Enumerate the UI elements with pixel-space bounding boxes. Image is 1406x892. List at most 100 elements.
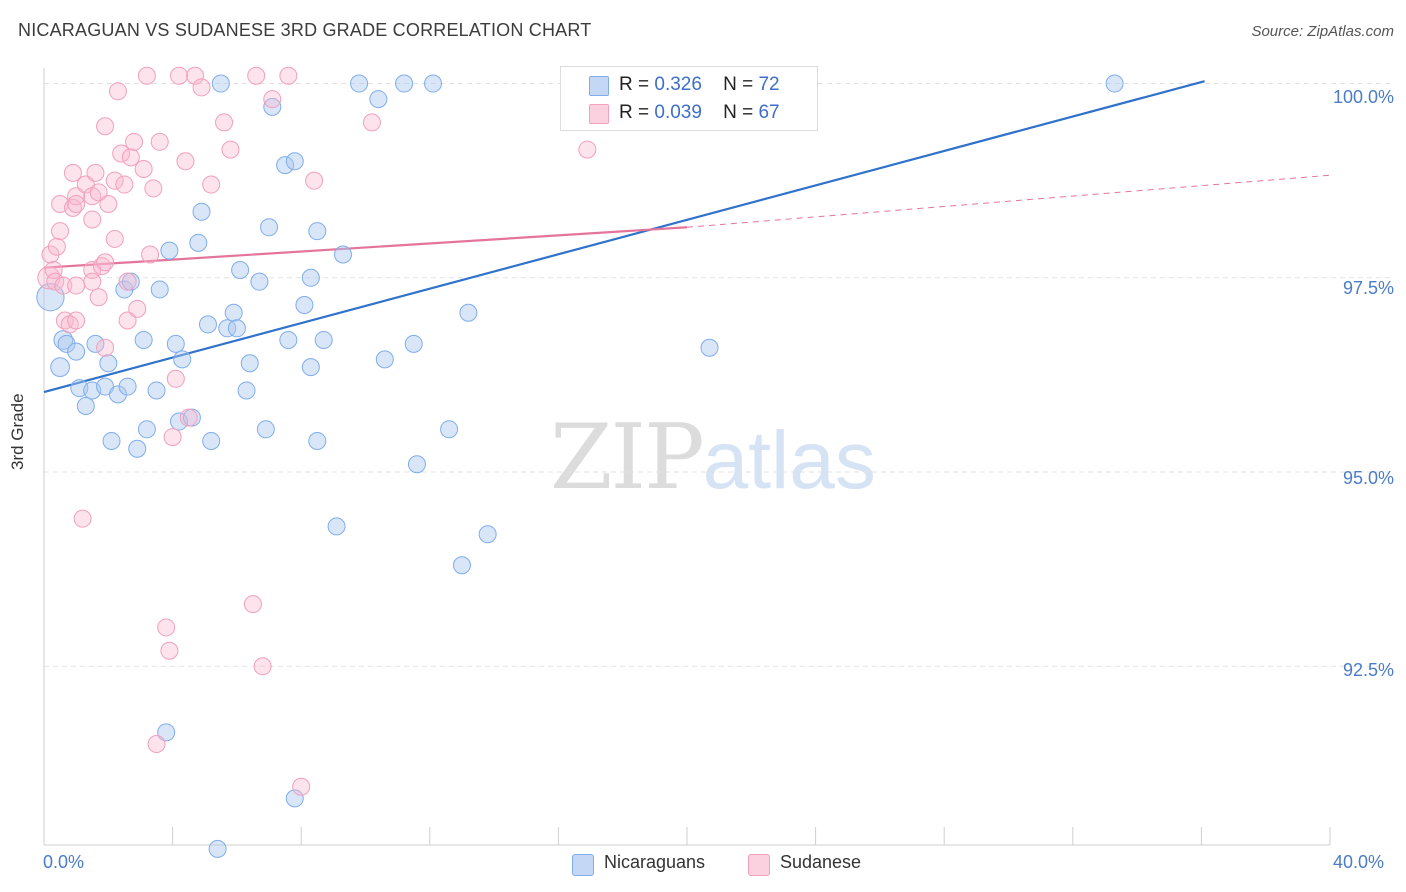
point-sudanese	[150, 132, 169, 151]
point-nicaraguans	[327, 517, 346, 536]
point-sudanese	[170, 66, 189, 85]
point-sudanese	[192, 78, 211, 97]
point-nicaraguans	[452, 556, 471, 575]
gridlines	[44, 83, 1392, 667]
point-sudanese	[179, 408, 198, 427]
point-nicaraguans	[198, 315, 217, 334]
point-nicaraguans	[150, 280, 169, 299]
point-nicaraguans	[295, 295, 314, 314]
legend-swatch-pink	[589, 104, 609, 124]
point-sudanese	[105, 229, 124, 248]
point-sudanese	[73, 509, 92, 528]
point-nicaraguans	[189, 233, 208, 252]
point-nicaraguans	[128, 439, 147, 458]
point-nicaraguans	[211, 74, 230, 93]
x-tick-label-max: 40.0%	[1333, 852, 1385, 872]
axes	[43, 68, 1331, 846]
point-sudanese	[253, 657, 272, 676]
point-sudanese	[96, 253, 115, 272]
point-sudanese	[63, 163, 82, 182]
point-nicaraguans	[260, 218, 279, 237]
point-nicaraguans	[301, 268, 320, 287]
point-nicaraguans	[157, 723, 176, 742]
point-sudanese	[118, 272, 137, 291]
point-sudanese	[157, 618, 176, 637]
point-sudanese	[166, 369, 185, 388]
point-nicaraguans	[395, 74, 414, 93]
point-sudanese	[118, 311, 137, 330]
point-nicaraguans	[700, 338, 719, 357]
point-nicaraguans	[240, 354, 259, 373]
point-nicaraguans	[301, 358, 320, 377]
point-nicaraguans	[350, 74, 369, 93]
point-nicaraguans	[375, 350, 394, 369]
point-nicaraguans	[459, 303, 478, 322]
point-nicaraguans	[279, 330, 298, 349]
data-points	[36, 66, 1124, 858]
point-sudanese	[144, 179, 163, 198]
legend-n-value-sudanese: 67	[758, 102, 780, 123]
point-nicaraguans	[478, 525, 497, 544]
point-nicaraguans	[369, 90, 388, 109]
point-nicaraguans	[256, 420, 275, 439]
point-sudanese	[137, 66, 156, 85]
point-nicaraguans	[99, 354, 118, 373]
point-sudanese	[112, 144, 131, 163]
point-nicaraguans	[147, 381, 166, 400]
legend-r-value-nicaraguans: 0.326	[654, 74, 702, 95]
point-sudanese	[99, 194, 118, 213]
point-sudanese	[83, 272, 102, 291]
point-nicaraguans	[76, 396, 95, 415]
point-nicaraguans	[67, 342, 86, 361]
point-nicaraguans	[160, 241, 179, 260]
point-sudanese	[83, 210, 102, 229]
y-tick-label-95: 95.0%	[1342, 468, 1394, 488]
point-nicaraguans	[263, 97, 282, 116]
point-nicaraguans	[192, 202, 211, 221]
chart-title: NICARAGUAN VS SUDANESE 3RD GRADE CORRELA…	[18, 20, 592, 40]
point-nicaraguans	[227, 319, 246, 338]
point-nicaraguans	[208, 839, 227, 858]
legend-r-value-sudanese: 0.039	[654, 102, 702, 123]
point-sudanese	[125, 132, 144, 151]
point-sudanese	[243, 595, 262, 614]
point-sudanese	[86, 163, 105, 182]
point-sudanese	[67, 276, 86, 295]
point-nicaraguans	[424, 74, 443, 93]
point-sudanese	[47, 237, 66, 256]
point-nicaraguans	[137, 420, 156, 439]
point-sudanese	[202, 175, 221, 194]
point-sudanese	[89, 288, 108, 307]
point-sudanese	[105, 171, 124, 190]
point-nicaraguans	[440, 420, 459, 439]
point-nicaraguans	[308, 222, 327, 241]
trend-line-nicaraguans	[43, 80, 1205, 394]
point-nicaraguans	[285, 789, 304, 808]
point-nicaraguans	[333, 245, 352, 264]
point-nicaraguans	[166, 334, 185, 353]
point-sudanese	[292, 777, 311, 796]
point-sudanese	[221, 140, 240, 159]
bottom-legend-label-sudanese: Sudanese	[780, 852, 862, 872]
legend-swatch-blue	[589, 76, 609, 96]
legend-n-label: N =	[723, 102, 754, 123]
point-sudanese	[163, 428, 182, 447]
y-tick-label-100: 100.0%	[1332, 87, 1394, 107]
point-nicaraguans	[134, 330, 153, 349]
legend: R = 0.326 N = 72 R = 0.039 N = 67	[560, 66, 818, 131]
point-sudanese	[89, 183, 108, 202]
legend-n-value-nicaraguans: 72	[758, 74, 780, 95]
point-nicaraguans	[218, 319, 237, 338]
point-sudanese	[160, 641, 179, 660]
point-nicaraguans	[407, 455, 426, 474]
point-sudanese	[67, 187, 86, 206]
point-sudanese	[67, 194, 86, 213]
point-sudanese	[141, 245, 160, 264]
point-nicaraguans	[173, 350, 192, 369]
bottom-legend-label-nicaraguans: Nicaraguans	[604, 852, 706, 872]
point-sudanese	[44, 261, 63, 280]
point-nicaraguans	[250, 272, 269, 291]
point-sudanese	[121, 148, 140, 167]
source-label: Source: ZipAtlas.com	[1251, 23, 1394, 40]
point-nicaraguans	[276, 156, 295, 175]
